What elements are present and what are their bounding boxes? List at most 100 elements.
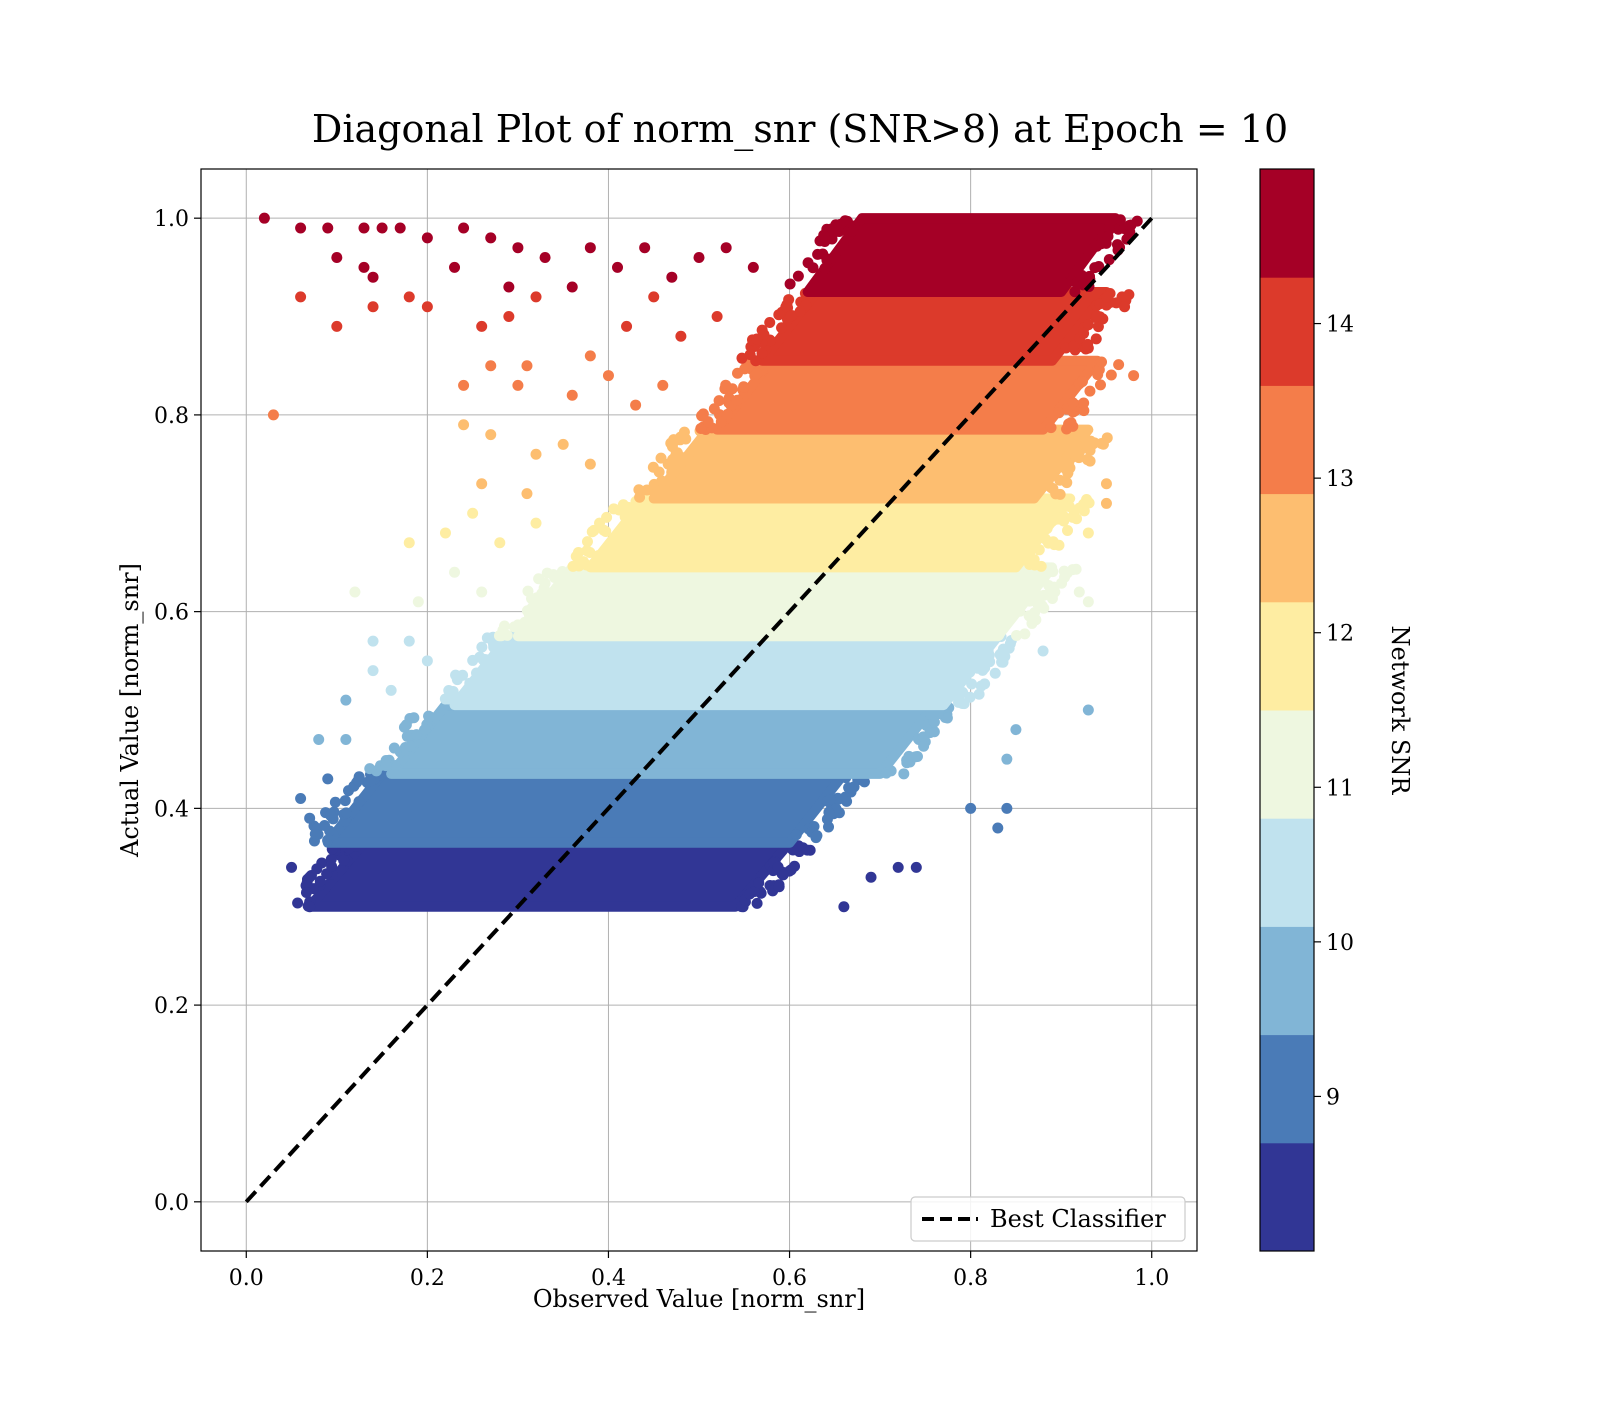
- scatter-point: [630, 399, 642, 411]
- scatter-point: [1067, 449, 1079, 461]
- scatter-point: [639, 242, 651, 254]
- scatter-point: [358, 222, 370, 234]
- scatter-point: [675, 431, 687, 443]
- scatter-point: [411, 729, 423, 741]
- scatter-point: [898, 768, 910, 780]
- scatter-point: [833, 793, 845, 805]
- scatter-point: [581, 559, 593, 571]
- scatter-point: [1103, 254, 1115, 266]
- scatter-point: [1038, 589, 1050, 601]
- scatter-point: [531, 604, 543, 616]
- scatter-point: [1078, 327, 1090, 339]
- scatter-point: [498, 620, 510, 632]
- scatter-point: [634, 491, 646, 503]
- scatter-point: [1097, 438, 1109, 450]
- scatter-point: [973, 688, 985, 700]
- scatter-point: [267, 409, 279, 421]
- colorbar-segment-5: [1260, 601, 1314, 711]
- scatter-point: [423, 710, 435, 722]
- scatter-point: [1061, 423, 1073, 435]
- scatter-point: [777, 869, 789, 881]
- scatter-point: [804, 844, 816, 856]
- scatter-point: [388, 742, 400, 754]
- scatter-point: [1050, 488, 1062, 500]
- scatter-point: [304, 901, 316, 913]
- scatter-point: [340, 807, 352, 819]
- scatter-point: [404, 740, 416, 752]
- scatter-point: [669, 454, 681, 466]
- scatter-point: [1042, 537, 1054, 549]
- scatter-point: [471, 667, 483, 679]
- scatter-point: [992, 822, 1004, 834]
- scatter-point: [1084, 455, 1096, 467]
- scatter-point: [1019, 628, 1031, 640]
- scatter-point: [403, 291, 415, 303]
- colorbar-tick-label: 12: [1326, 622, 1354, 647]
- scatter-point: [536, 588, 548, 600]
- scatter-point: [924, 708, 936, 720]
- scatter-point: [910, 861, 922, 873]
- scatter-point: [467, 507, 479, 519]
- scatter-point: [958, 698, 970, 710]
- scatter-point: [367, 301, 379, 313]
- legend: Best Classifier: [910, 1196, 1186, 1242]
- scatter-point: [458, 419, 470, 431]
- colorbar-tick-label: 10: [1326, 931, 1354, 956]
- scatter-point: [1045, 422, 1057, 434]
- scatter-point: [592, 550, 604, 562]
- scatter-point: [1091, 310, 1103, 322]
- scatter-point: [584, 458, 596, 470]
- scatter-point: [708, 403, 720, 415]
- scatter-point: [756, 347, 768, 359]
- scatter-point: [824, 809, 836, 821]
- scatter-point: [764, 317, 776, 329]
- scatter-band-8: [757, 286, 1112, 366]
- scatter-point: [485, 360, 497, 372]
- scatter-point: [533, 573, 545, 585]
- scatter-point: [1068, 340, 1080, 352]
- colorbar-segment-8: [1260, 277, 1314, 386]
- scatter-point: [421, 232, 433, 244]
- scatter-point: [1084, 385, 1096, 397]
- scatter-point: [325, 853, 337, 865]
- scatter-point: [522, 585, 534, 597]
- legend-entry-best-classifier: Best Classifier: [990, 1205, 1166, 1233]
- scatter-point: [1100, 497, 1112, 509]
- scatter-point: [367, 665, 379, 677]
- scatter-point: [286, 861, 298, 873]
- legend-box: [910, 1196, 1186, 1242]
- scatter-point: [830, 219, 842, 231]
- scatter-point: [358, 261, 370, 273]
- scatter-point: [784, 278, 796, 290]
- scatter-point: [1035, 560, 1047, 572]
- scatter-point: [485, 429, 497, 441]
- scatter-point: [1125, 219, 1137, 231]
- scatter-point: [1082, 527, 1094, 539]
- scatter-point: [421, 655, 433, 667]
- scatter-point: [846, 226, 858, 238]
- colorbar-ticks: 9 10 11 12 13 14: [1314, 313, 1354, 1110]
- chart-title: Diagonal Plot of norm_snr (SNR>8) at Epo…: [312, 107, 1288, 152]
- scatter-point: [439, 527, 451, 539]
- scatter-point: [656, 475, 668, 487]
- x-tick-label: 0.6: [772, 1266, 807, 1291]
- scatter-point: [325, 809, 337, 821]
- best-classifier-line: [244, 216, 1154, 1204]
- scatter-point: [309, 828, 321, 840]
- scatter-point: [715, 416, 727, 428]
- scatter-point: [1010, 724, 1022, 736]
- scatter-point: [621, 320, 633, 332]
- scatter-point: [521, 360, 533, 372]
- scatter-point: [966, 678, 978, 690]
- scatter-point: [744, 888, 756, 900]
- scatter-point: [1024, 559, 1036, 571]
- scatter-point: [322, 773, 334, 785]
- scatter-point: [1082, 596, 1094, 608]
- scatter-point: [783, 294, 795, 306]
- scatter-point: [450, 669, 462, 681]
- scatter-point: [394, 222, 406, 234]
- scatter-point: [566, 281, 578, 293]
- scatter-point: [512, 242, 524, 254]
- scatter-point: [1084, 270, 1096, 282]
- scatter-point: [892, 861, 904, 873]
